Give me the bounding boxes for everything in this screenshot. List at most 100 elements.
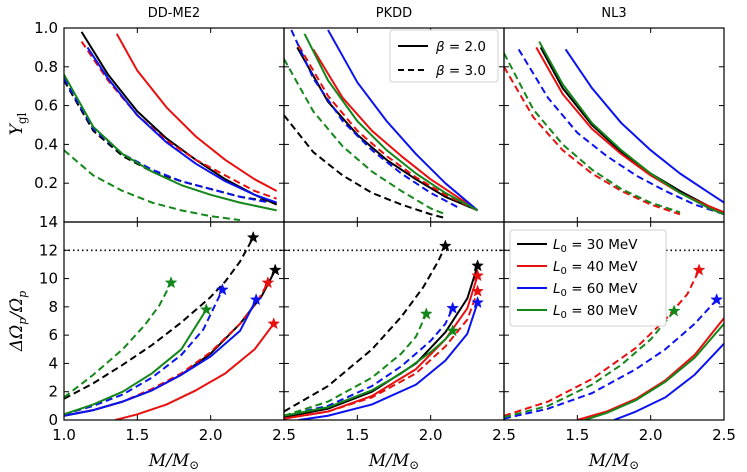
- x-tick-label: 2.5: [492, 426, 516, 444]
- bot-series-line-7: [284, 330, 454, 417]
- series-endpoint-star-5: [471, 295, 484, 309]
- bot-series-line-6: [284, 307, 454, 417]
- panel-titles: DD-ME2 PKDD NL3: [148, 6, 627, 21]
- bot-series-line-5: [298, 302, 479, 420]
- top-y-tick-label: 0.6: [34, 97, 58, 115]
- series-endpoint-star-8: [419, 307, 433, 320]
- bottom-y-tick-label: 6: [48, 326, 58, 344]
- top-series-line-1: [539, 46, 724, 214]
- series-endpoint-star-6: [446, 301, 460, 314]
- legend-beta-solid-label: β = 2.0: [435, 39, 486, 55]
- series-endpoint-star-4: [471, 284, 484, 297]
- series-endpoint-star-1: [268, 263, 282, 276]
- bottom-panel-frame-1: [63, 221, 285, 421]
- top-series-line-6: [538, 41, 724, 216]
- series-endpoint-star-2: [692, 263, 706, 276]
- top-series-line-1: [296, 46, 478, 212]
- x-tick-label: 1.0: [52, 426, 76, 444]
- legend-l0-80-label: L0 = 80 MeV: [553, 303, 638, 321]
- bot-series-line-2: [284, 245, 447, 413]
- series-endpoint-star-6: [667, 304, 681, 317]
- bot-series-line-8: [64, 282, 172, 399]
- top-y-tick-label: 0.4: [34, 135, 58, 153]
- bot-series-line-3: [613, 342, 724, 420]
- legend-l0-30-label: L0 = 30 MeV: [553, 237, 638, 255]
- bottom-panel-frame-3: [503, 221, 725, 421]
- bot-series-line-5: [64, 299, 258, 417]
- bot-series-line-5: [584, 323, 724, 420]
- x-tick-label: 2.0: [639, 426, 663, 444]
- series-endpoint-star-7: [199, 302, 213, 316]
- top-series-line-5: [327, 29, 479, 212]
- x-tick-label: 2.5: [712, 426, 736, 444]
- bot-series-line-8: [284, 313, 428, 417]
- top-series-line-6: [64, 77, 270, 204]
- top-series-line-1: [80, 31, 278, 206]
- top-panel-3-series: [504, 41, 724, 216]
- x-tick-label: 2.5: [272, 426, 296, 444]
- x-tick-label: 2.0: [199, 426, 223, 444]
- top-series-line-3: [312, 48, 479, 212]
- legend-beta-box: [389, 29, 499, 83]
- top-series-line-7: [303, 33, 479, 212]
- top-ylabel: Ygl: [7, 112, 29, 135]
- top-y-tick-label: 0.2: [34, 174, 58, 192]
- bot-series-line-3: [284, 275, 479, 420]
- top-panel-frame-3: [503, 27, 725, 223]
- bot-series-line-4: [504, 299, 718, 420]
- axes-frames: [63, 27, 725, 421]
- bottom-y-tick-label: 10: [39, 270, 58, 288]
- panel-title-pkdd: PKDD: [376, 6, 412, 21]
- series-endpoint-star-2: [438, 239, 452, 252]
- bot-series-line-3: [115, 323, 275, 420]
- legend-l0-40-label: L0 = 40 MeV: [553, 259, 638, 277]
- xlabel-panel-2: M/M⊙: [368, 451, 420, 472]
- bottom-y-tick-label: 4: [48, 354, 58, 372]
- series-endpoint-star-6: [216, 283, 229, 296]
- bottom-y-tick-label: 2: [48, 383, 58, 401]
- top-series-line-4: [564, 48, 724, 204]
- top-series-line-4: [297, 44, 479, 212]
- series-endpoint-star-5: [249, 293, 263, 306]
- bot-series-line-1: [64, 269, 277, 417]
- bot-panel-1-series: [64, 237, 277, 420]
- series-endpoint-star-4: [710, 293, 724, 306]
- series-endpoint-star-1: [471, 259, 484, 272]
- xlabel-panel-1: M/M⊙: [148, 451, 200, 472]
- x-tick-label: 2.0: [419, 426, 443, 444]
- x-tick-label: 1.5: [125, 426, 149, 444]
- bot-series-line-6: [504, 310, 675, 419]
- bottom-y-tick-label: 0: [48, 411, 58, 429]
- top-series-line-2: [535, 46, 724, 214]
- ticks: 1.0 1.5 2.0 2.5 1.5 2.0 2.5 1.5 2.0 2.5 0.2 0.4 0.6 0…: [34, 19, 736, 444]
- bottom-y-tick-label: 8: [48, 298, 58, 316]
- top-series-line-4: [80, 41, 278, 200]
- top-series-line-7: [504, 52, 681, 214]
- panel-title-nl3: NL3: [601, 6, 626, 21]
- series-endpoint-star-7: [446, 324, 460, 337]
- bot-panel-3-series: [504, 269, 724, 420]
- panel-title-dd-me2: DD-ME2: [148, 6, 200, 21]
- x-tick-label: 1.5: [565, 426, 589, 444]
- plots: [64, 29, 724, 420]
- bottom-y-tick-label: 12: [39, 241, 58, 259]
- bot-series-line-4: [284, 290, 479, 420]
- legend-beta: β = 2.0 β = 3.0: [389, 29, 499, 83]
- bottom-ylabel: ΔΩ̇p/Ω̇p: [7, 291, 29, 352]
- legend-l0-60-label: L0 = 60 MeV: [553, 281, 638, 299]
- bot-series-line-7: [64, 309, 208, 416]
- series-endpoint-star-3: [471, 269, 484, 282]
- bot-series-line-4: [64, 282, 269, 417]
- top-series-line-8: [284, 58, 446, 216]
- top-series-line-2: [284, 114, 446, 220]
- top-panel-2-series: [284, 29, 479, 220]
- top-series-line-7: [64, 74, 277, 212]
- bottom-y-tick-label: 14: [39, 213, 58, 231]
- series-endpoint-star-2: [246, 230, 260, 243]
- top-series-line-5: [86, 46, 278, 204]
- top-series-line-6: [290, 29, 461, 210]
- x-tick-label: 1.5: [345, 426, 369, 444]
- bot-series-line-2: [504, 269, 700, 417]
- bot-panel-2-series: [284, 245, 479, 420]
